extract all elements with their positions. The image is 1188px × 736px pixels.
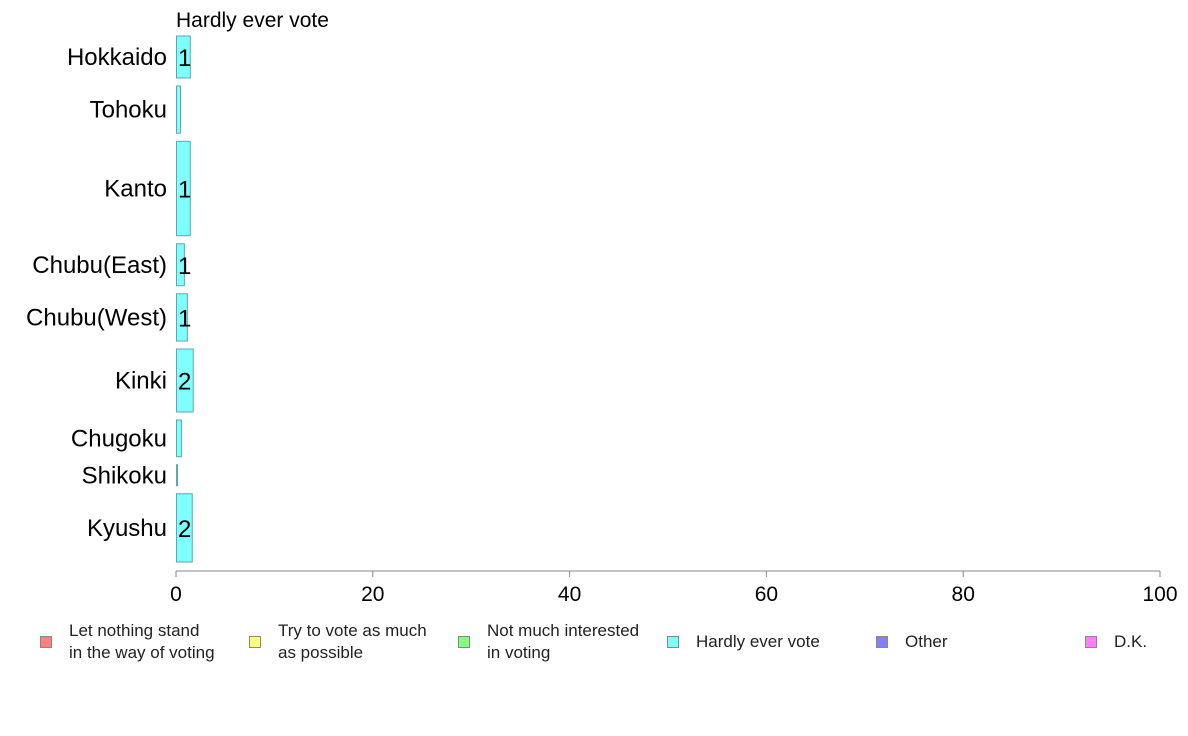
x-tick-label: 0 bbox=[170, 583, 182, 606]
x-tick-label: 20 bbox=[361, 583, 384, 606]
category-label-chubu-east: Chubu(East) bbox=[32, 252, 167, 279]
legend-swatch bbox=[876, 636, 888, 648]
legend-swatch bbox=[249, 636, 261, 648]
x-tick-label: 40 bbox=[558, 583, 581, 606]
bar-hokkaido bbox=[176, 35, 191, 79]
x-tick-label: 100 bbox=[1142, 583, 1177, 606]
bar-kinki bbox=[176, 348, 194, 413]
category-label-chubu-west: Chubu(West) bbox=[26, 304, 167, 331]
bar-chubu-west bbox=[176, 293, 188, 342]
legend-swatch bbox=[1085, 636, 1097, 648]
bars: Hokkaido 1 Tohoku Kanto 1 Chubu(East) 1 Chubu(W… bbox=[26, 35, 194, 563]
legend-swatch bbox=[40, 636, 52, 648]
legend-label: Other bbox=[905, 632, 948, 651]
x-axis: 0 20 40 60 80 100 bbox=[170, 570, 1178, 606]
legend-swatch bbox=[667, 636, 679, 648]
data-label-chubu-west: 1 bbox=[178, 305, 191, 332]
bar-kyushu bbox=[176, 493, 193, 563]
category-label-kinki: Kinki bbox=[115, 368, 167, 395]
category-label-hokkaido: Hokkaido bbox=[67, 44, 167, 71]
data-label-hokkaido: 1 bbox=[178, 45, 191, 72]
data-label-kinki: 2 bbox=[178, 369, 191, 396]
legend-item-other: Other bbox=[876, 620, 948, 664]
bar-tohoku bbox=[176, 85, 181, 134]
legend-label: Hardly ever vote bbox=[696, 632, 820, 651]
category-label-shikoku: Shikoku bbox=[82, 462, 167, 489]
legend-item-hardly-ever-vote: Hardly ever vote bbox=[667, 620, 820, 664]
bar-shikoku bbox=[176, 464, 178, 487]
legend-label: Try to vote as much as possible bbox=[278, 621, 427, 662]
legend-swatch bbox=[458, 636, 470, 648]
category-label-chugoku: Chugoku bbox=[71, 425, 167, 452]
legend-label: D.K. bbox=[1114, 632, 1148, 651]
legend-item-d-k: D.K. bbox=[1085, 620, 1147, 664]
data-label-chubu-east: 1 bbox=[178, 253, 191, 280]
data-label-kanto: 1 bbox=[178, 177, 191, 204]
legend-item-let-nothing-stand: Let nothing stand in the way of voting bbox=[40, 620, 215, 664]
category-label-kyushu: Kyushu bbox=[87, 515, 167, 542]
bar-kanto bbox=[176, 140, 191, 237]
legend-item-not-much-interested: Not much interested in voting bbox=[458, 620, 639, 664]
chart-title: Hardly ever vote bbox=[176, 9, 329, 32]
legend-item-try-to-vote-as-much: Try to vote as much as possible bbox=[249, 620, 427, 664]
bar-chugoku bbox=[176, 419, 182, 458]
x-tick-label: 80 bbox=[952, 583, 975, 606]
category-label-kanto: Kanto bbox=[104, 176, 167, 203]
data-label-kyushu: 2 bbox=[178, 516, 191, 543]
legend: Let nothing stand in the way of voting Tr… bbox=[0, 620, 1188, 680]
bar-chubu-east bbox=[176, 243, 185, 287]
legend-label: Not much interested in voting bbox=[487, 621, 640, 662]
legend-label: Let nothing stand in the way of voting bbox=[69, 621, 215, 662]
category-label-tohoku: Tohoku bbox=[90, 97, 167, 124]
x-tick-label: 60 bbox=[755, 583, 778, 606]
